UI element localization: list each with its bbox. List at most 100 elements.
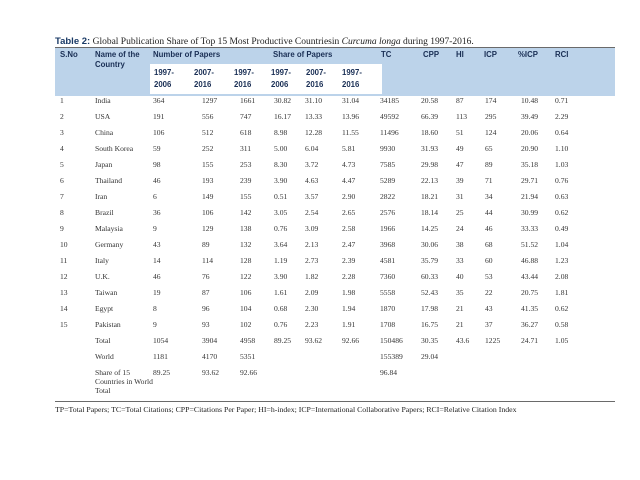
table-cell: 31.04: [342, 96, 360, 105]
table-cell: 14: [153, 256, 161, 265]
table-caption: Table 2: Global Publication Share of Top…: [55, 36, 615, 47]
country-cell: China: [95, 128, 114, 137]
table-cell: 43: [153, 240, 161, 249]
table-cell: 253: [240, 160, 252, 169]
table-cell: 0.49: [555, 224, 569, 233]
table-cell: 106: [153, 128, 165, 137]
table-cell: 0.76: [274, 224, 288, 233]
table-cell: 21: [456, 304, 464, 313]
table-cell: 16.75: [421, 320, 439, 329]
table-cell: 311: [240, 144, 252, 153]
table-cell: 7360: [380, 272, 396, 281]
table-cell: 89: [485, 160, 493, 169]
table-cell: 51: [456, 128, 464, 137]
table-cell: 2: [60, 112, 64, 121]
table-cell: 1.19: [274, 256, 288, 265]
table-cell: 128: [240, 256, 252, 265]
table-cell: 20.75: [521, 288, 539, 297]
table-cell: 0.62: [555, 304, 569, 313]
table-cell: 19: [153, 288, 161, 297]
table-row: 1 India 364 1297 1661 30.82 31.10 31.04 34185 20.…: [55, 96, 615, 112]
table-cell: 30.99: [521, 208, 539, 217]
caption-species: Curcuma longa: [341, 37, 401, 47]
table-cell: 1.94: [342, 304, 356, 313]
table-cell: 174: [485, 96, 497, 105]
table-cell: 1870: [380, 304, 396, 313]
table-cell: 31.93: [421, 144, 439, 153]
table-cell: 1: [60, 96, 64, 105]
table-row: Total 1054 3904 4958 89.25 93.62 92.66 150486 30…: [55, 336, 615, 352]
table-cell: 2.47: [342, 240, 356, 249]
table-cell: 89.25: [153, 368, 171, 377]
table-cell: 2.90: [342, 192, 356, 201]
table-cell: 22: [485, 288, 493, 297]
table-cell: 1.82: [305, 272, 319, 281]
table-cell: 25: [456, 208, 464, 217]
table-cell: 39.49: [521, 112, 539, 121]
table-cell: 0.76: [555, 176, 569, 185]
table-cell: 43.44: [521, 272, 539, 281]
table-cell: 1708: [380, 320, 396, 329]
period-4: 1997-2006: [271, 68, 291, 89]
table-cell: 9: [153, 320, 157, 329]
table-cell: 46.88: [521, 256, 539, 265]
table-cell: 51.52: [521, 240, 539, 249]
table-cell: 89: [202, 240, 210, 249]
table-cell: 556: [202, 112, 214, 121]
table-cell: 114: [202, 256, 214, 265]
table-cell: 6: [60, 176, 64, 185]
table-cell: 24.71: [521, 336, 539, 345]
table-cell: 59: [153, 144, 161, 153]
table-cell: 191: [153, 112, 165, 121]
country-cell: USA: [95, 112, 111, 121]
table-row: 2 USA 191 556 747 16.17 13.33 13.96 49592 66.39 11…: [55, 112, 615, 128]
table-cell: 65: [485, 144, 493, 153]
table-cell: 15: [60, 320, 68, 329]
table-cell: 31: [456, 192, 464, 201]
table-cell: 7585: [380, 160, 396, 169]
table-cell: 10.48: [521, 96, 539, 105]
table-cell: 7: [60, 192, 64, 201]
table-cell: 14: [60, 304, 68, 313]
country-cell: South Korea: [95, 144, 134, 153]
table-cell: 12.28: [305, 128, 323, 137]
country-cell: Total: [95, 336, 111, 345]
table-cell: 18.60: [421, 128, 439, 137]
table-cell: 8: [60, 208, 64, 217]
country-cell: Egypt: [95, 304, 114, 313]
table-cell: 20.58: [421, 96, 439, 105]
table-cell: 1054: [153, 336, 169, 345]
table-cell: 1.04: [555, 240, 569, 249]
table-cell: 155: [202, 160, 214, 169]
table-row: 5 Japan 98 155 253 8.30 3.72 4.73 7585 29.98 47 89 3…: [55, 160, 615, 176]
table-cell: 0.51: [274, 192, 288, 201]
table-cell: 1.23: [555, 256, 569, 265]
table-cell: 3: [60, 128, 64, 137]
period-2: 2007-2016: [194, 68, 214, 89]
table-cell: 18.14: [421, 208, 439, 217]
table-cell: 66.39: [421, 112, 439, 121]
header-hi: HI: [456, 50, 464, 59]
header-percent-icp: %ICP: [518, 50, 538, 59]
table-cell: 29.71: [521, 176, 539, 185]
table-cell: 24: [456, 224, 464, 233]
table-cell: 14.25: [421, 224, 439, 233]
table-cell: 2.30: [305, 304, 319, 313]
table-cell: 295: [485, 112, 497, 121]
table-cell: 9930: [380, 144, 396, 153]
table-cell: 150486: [380, 336, 403, 345]
table-cell: 3.90: [274, 176, 288, 185]
table-cell: 124: [485, 128, 497, 137]
table-row: Share of 15 Countries in World Total 89.2…: [55, 368, 615, 395]
table-cell: 4.73: [342, 160, 356, 169]
table-cell: 5.00: [274, 144, 288, 153]
country-cell: Malaysia: [95, 224, 123, 233]
table-cell: 132: [240, 240, 252, 249]
table-cell: 33: [456, 256, 464, 265]
table-cell: 1661: [240, 96, 256, 105]
country-cell: Share of 15 Countries in World Total: [95, 368, 153, 395]
table-cell: 16.17: [274, 112, 292, 121]
table-cell: 106: [240, 288, 252, 297]
table-cell: 2.23: [305, 320, 319, 329]
table-cell: 3.90: [274, 272, 288, 281]
